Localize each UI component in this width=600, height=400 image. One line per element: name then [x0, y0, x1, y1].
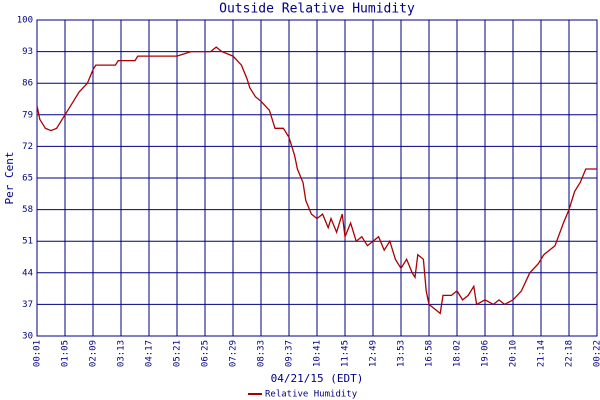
y-tick-label: 58	[22, 205, 33, 215]
y-tick-label: 51	[22, 237, 33, 247]
legend-label: Relative Humidity	[265, 390, 358, 400]
x-tick-label: 06:25	[201, 340, 211, 367]
x-tick-label: 22:18	[565, 340, 575, 367]
y-tick-label: 86	[22, 79, 33, 89]
x-tick-label: 05:21	[173, 340, 183, 367]
data-line	[36, 46, 597, 315]
x-tick-label: 19:06	[481, 340, 491, 367]
y-axis-label: Per Cent	[3, 152, 16, 205]
y-tick-label: 93	[22, 47, 33, 57]
x-tick-label: 20:10	[509, 340, 519, 367]
chart-title: Outside Relative Humidity	[219, 2, 415, 17]
x-tick-label: 01:05	[61, 340, 71, 367]
x-tick-label: 12:49	[369, 340, 379, 367]
x-tick-label: 13:53	[397, 340, 407, 367]
x-tick-label: 10:41	[313, 340, 323, 367]
x-tick-label: 03:13	[117, 340, 127, 367]
y-tick-label: 79	[22, 110, 33, 120]
y-tick-label: 72	[22, 142, 33, 152]
x-tick-label: 07:29	[229, 340, 239, 367]
x-tick-label: 16:58	[425, 340, 435, 367]
x-tick-label: 00:22	[593, 340, 600, 367]
y-tick-label: 44	[22, 268, 33, 278]
x-tick-label: 02:09	[89, 340, 99, 367]
x-axis-label: 04/21/15 (EDT)	[271, 372, 364, 385]
y-tick-label: 65	[22, 174, 33, 184]
y-tick-label: 37	[22, 300, 33, 310]
y-tick-label: 100	[17, 16, 33, 26]
x-tick-label: 08:33	[257, 340, 267, 367]
x-tick-label: 11:45	[341, 340, 351, 367]
x-tick-label: 09:37	[285, 340, 295, 367]
y-tick-label: 30	[22, 332, 33, 342]
x-tick-label: 04:17	[145, 340, 155, 367]
x-tick-label: 21:14	[537, 340, 547, 367]
x-tick-label: 18:02	[453, 340, 463, 367]
x-tick-label: 00:01	[33, 340, 43, 367]
